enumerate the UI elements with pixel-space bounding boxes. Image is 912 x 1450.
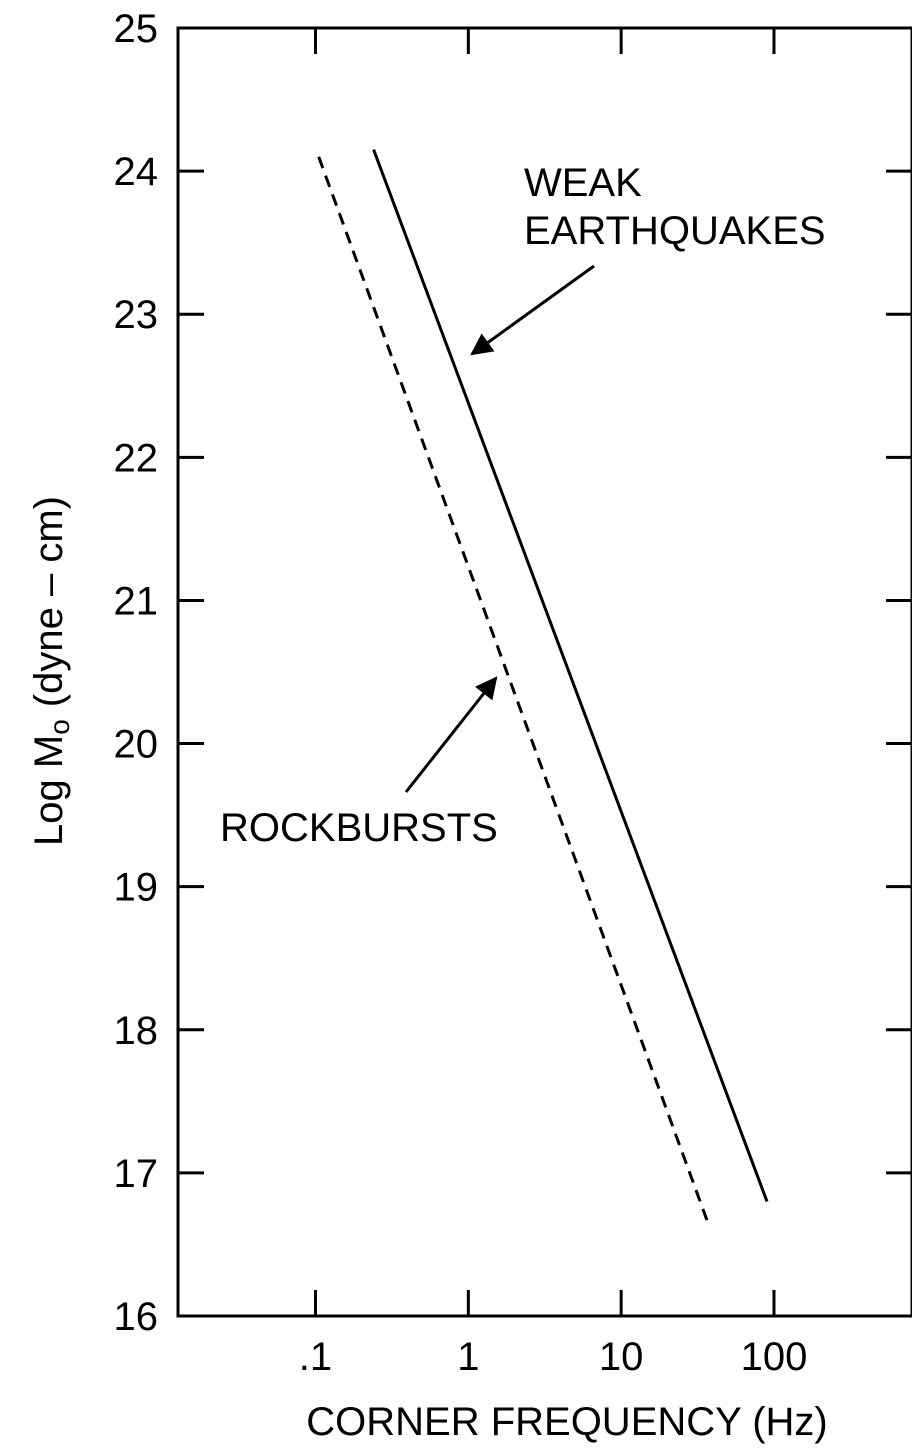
y-axis-title-units: (dyne – cm) (27, 496, 71, 707)
x-tick-label: 1 (457, 1335, 479, 1379)
annotation-weak-earthquakes: WEAK EARTHQUAKES (470, 161, 826, 356)
y-tick-label: 22 (114, 436, 159, 480)
x-tick-label: 100 (741, 1335, 808, 1379)
annotation-rockbursts-line-1: ROCKBURSTS (220, 806, 498, 850)
y-tick-label: 23 (114, 293, 159, 337)
series-line-weak-earthquakes (372, 149, 769, 1203)
y-tick-label: 17 (114, 1152, 159, 1196)
y-axis-title-main: Log M (27, 735, 71, 846)
annotation-weak-earthquakes-line-2: EARTHQUAKES (524, 209, 826, 253)
x-axis-title: CORNER FREQUENCY (Hz) (306, 1400, 828, 1444)
y-tick-label: 18 (114, 1009, 159, 1053)
annotation-weak-earthquakes-line-1: WEAK (524, 161, 642, 205)
annotation-weak-earthquakes-arrow (470, 264, 595, 356)
y-tick-label: 16 (114, 1295, 159, 1339)
plot-frame (176, 26, 912, 1318)
annotation-rockbursts-arrow (404, 676, 498, 793)
y-tick-label: 19 (114, 866, 159, 910)
y-tick-label: 24 (114, 150, 159, 194)
x-tick-label: .1 (299, 1335, 332, 1379)
axis-ticks: 16 17 18 19 20 21 22 23 24 25 .1 1 10 100 (114, 7, 912, 1379)
y-tick-label: 25 (114, 7, 159, 51)
y-axis-title: Log Mo (dyne – cm) (27, 496, 75, 846)
y-axis-title-subscript: o (44, 719, 75, 735)
y-tick-label: 20 (114, 723, 159, 767)
x-tick-label: 10 (599, 1335, 644, 1379)
annotation-rockbursts: ROCKBURSTS (220, 676, 498, 850)
series-lines (317, 149, 769, 1224)
series-line-rockbursts (317, 156, 710, 1224)
y-tick-label: 21 (114, 579, 159, 623)
